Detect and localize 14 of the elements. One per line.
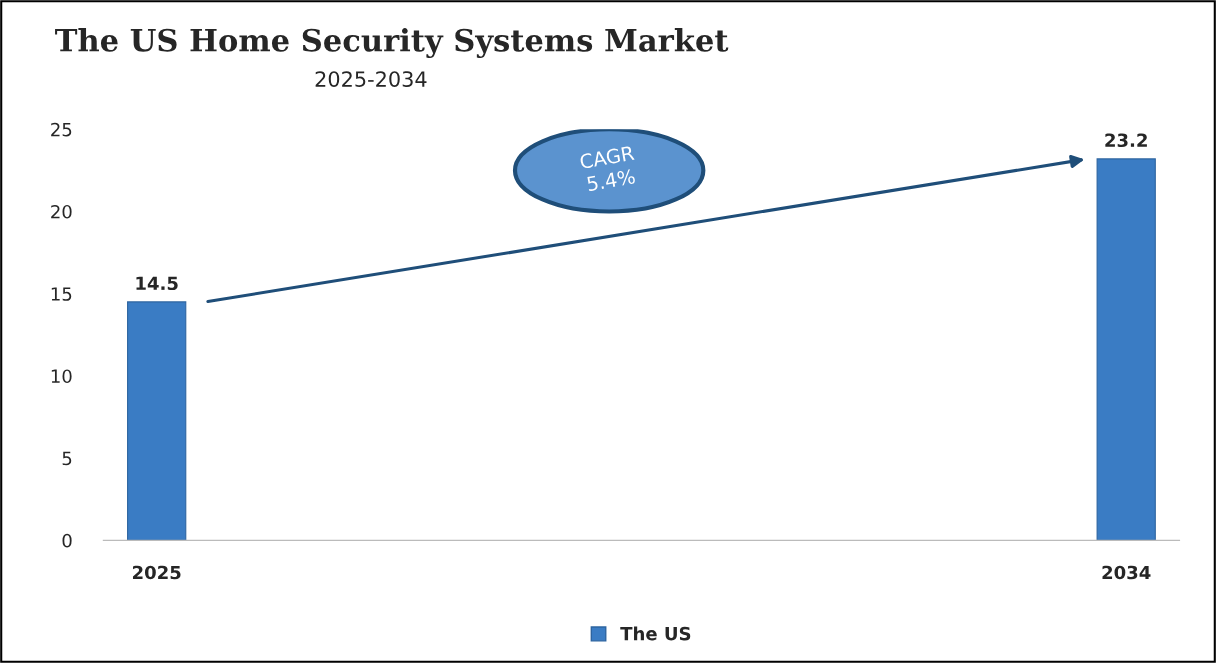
chart-subtitle: 2025-2034: [315, 71, 427, 87]
y-tick-label: 15: [51, 287, 72, 301]
x-tick-label: 2034: [1102, 565, 1151, 580]
x-tick-label: 2025: [132, 565, 181, 580]
y-tick-label: 25: [51, 122, 72, 137]
data-label: 14.5: [136, 276, 178, 291]
annotation: CAGR 5.4%: [579, 145, 636, 192]
y-tick-label: 0: [62, 533, 72, 548]
y-tick-label: 5: [62, 451, 72, 466]
legend-label: The US: [620, 626, 691, 641]
chart-title: The US Home Security Systems Market: [55, 28, 729, 59]
y-tick-label: 10: [51, 369, 72, 384]
data-label: 23.2: [1105, 133, 1147, 148]
y-tick-label: 20: [51, 204, 72, 219]
